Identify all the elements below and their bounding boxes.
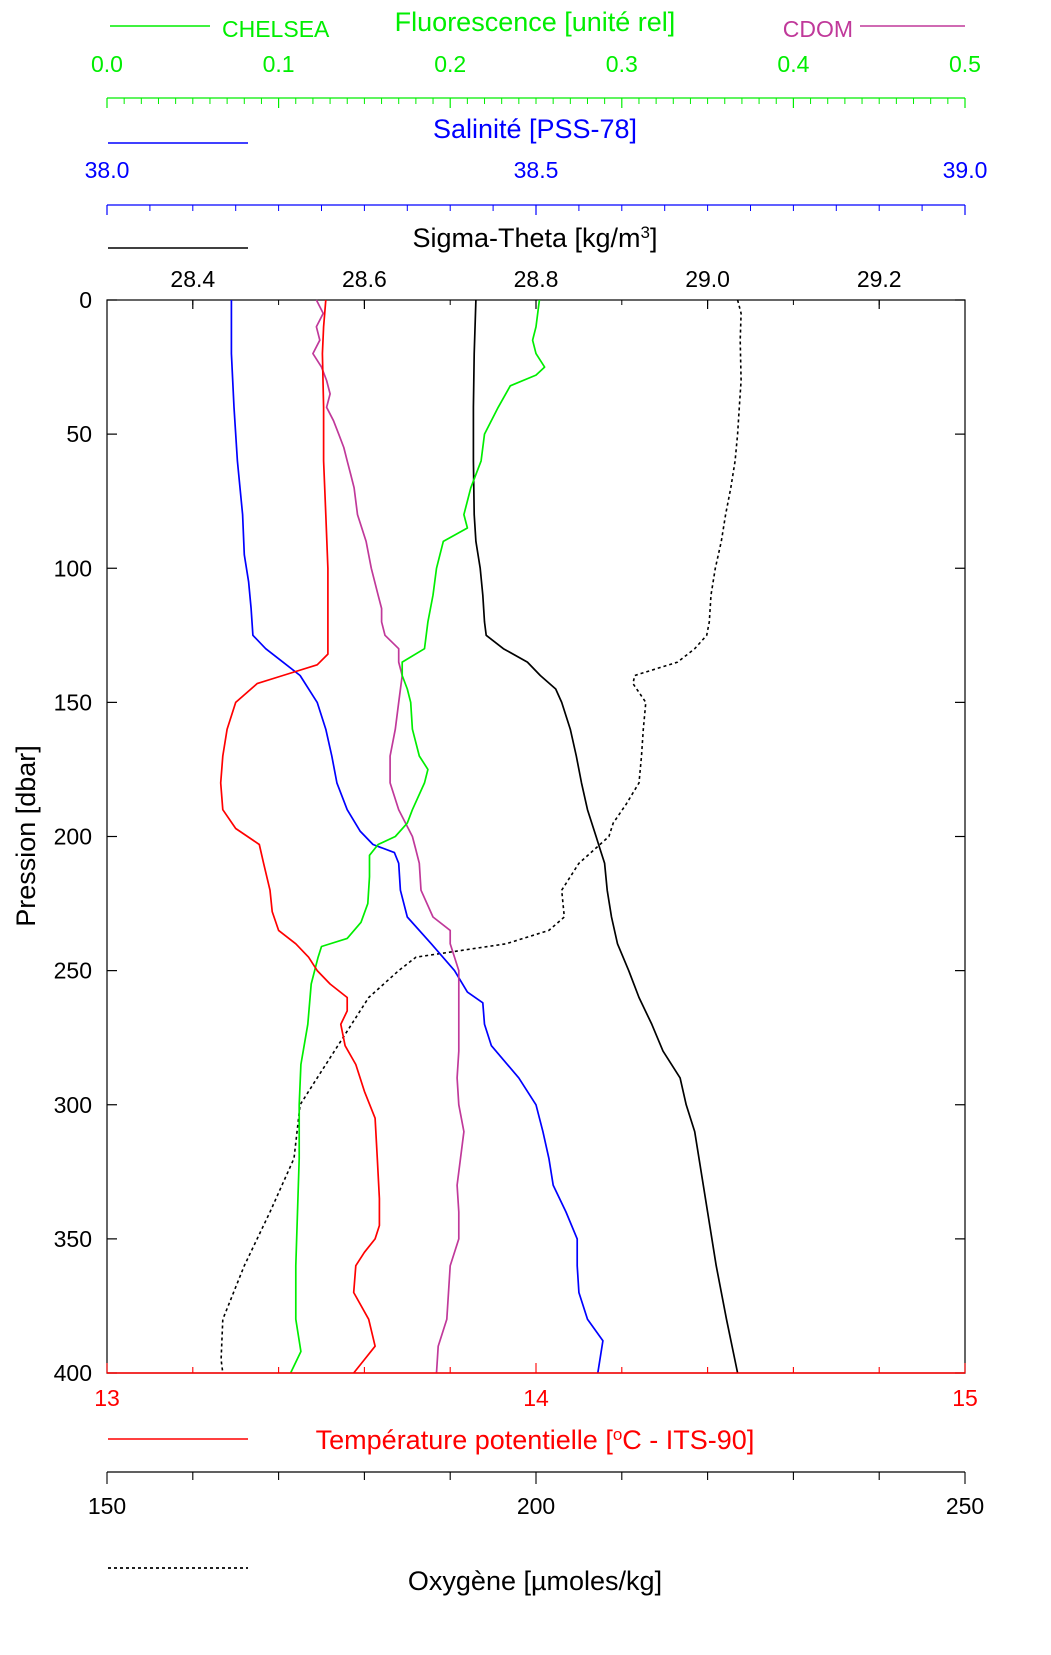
- temperature-axis-label: Température potentielle [oC - ITS-90]: [316, 1425, 755, 1456]
- sigma-theta-tick-label: 28.8: [514, 266, 559, 292]
- salinity-ticks: 38.0 38.5 39.0: [85, 157, 988, 215]
- pressure-tick-label: 250: [54, 958, 92, 984]
- plot-frame: [106, 299, 966, 1374]
- pressure-tick-label: 200: [54, 824, 92, 850]
- oxygen-axis: 150 200 250 Oxygène [µmoles/kg]: [88, 1471, 984, 1596]
- salinity-tick-label: 38.0: [85, 157, 130, 183]
- temperature-axis: 13 14 15 Température potentielle [oC - ITS…: [94, 1363, 978, 1455]
- series-line-salinit-: [230, 300, 604, 1374]
- pressure-tick-label: 50: [66, 421, 92, 447]
- series-line-sigma-theta: [472, 299, 739, 1374]
- fluorescence-tick-label: 0.2: [434, 51, 466, 77]
- temperature-tick-label: 15: [952, 1385, 978, 1411]
- pressure-tick-label: 300: [54, 1092, 92, 1118]
- salinity-axis: Salinité [PSS-78] 38.0 38.5 39.0: [85, 114, 988, 215]
- fluorescence-tick-label: 0.4: [777, 51, 809, 77]
- chelsea-legend-label: CHELSEA: [222, 16, 330, 42]
- series-line-oxyg-ne: [220, 299, 742, 1374]
- series-line-temp-rature-potentielle: [219, 299, 381, 1374]
- fluorescence-tick-label: 0.3: [606, 51, 638, 77]
- salinity-tick-label: 38.5: [514, 157, 559, 183]
- fluorescence-axis: CHELSEA Fluorescence [unité rel] CDOM 0.…: [91, 7, 981, 108]
- pressure-tick-label: 350: [54, 1226, 92, 1252]
- fluorescence-tick-label: 0.5: [949, 51, 981, 77]
- sigma-theta-tick-label: 29.2: [857, 266, 902, 292]
- oxygen-ticks: 150 200 250: [88, 1471, 984, 1519]
- oxygen-tick-label: 200: [517, 1493, 555, 1519]
- cdom-legend-label: CDOM: [783, 16, 853, 42]
- sigma-theta-tick-label: 28.6: [342, 266, 387, 292]
- sigma-theta-axis: Sigma-Theta [kg/m3] 28.4 28.6 28.8 29.0 29.2: [106, 223, 966, 309]
- salinity-axis-label: Salinité [PSS-78]: [433, 114, 637, 144]
- salinity-tick-label: 39.0: [943, 157, 988, 183]
- sigma-theta-axis-label: Sigma-Theta [kg/m3]: [412, 223, 657, 254]
- temperature-tick-label: 14: [523, 1385, 549, 1411]
- pressure-tick-label: 400: [54, 1360, 92, 1386]
- fluorescence-ticks: 0.0 0.1 0.2 0.3 0.4 0.5: [91, 51, 981, 108]
- series-line-chelsea: [289, 299, 546, 1374]
- oxygen-tick-label: 150: [88, 1493, 126, 1519]
- fluorescence-tick-label: 0.0: [91, 51, 123, 77]
- pressure-tick-label: 0: [79, 287, 92, 313]
- pressure-tick-label: 150: [54, 689, 92, 715]
- pressure-axis-label: Pression [dbar]: [11, 745, 41, 927]
- oxygen-tick-label: 250: [946, 1493, 984, 1519]
- fluorescence-axis-label: Fluorescence [unité rel]: [395, 7, 676, 37]
- sigma-theta-tick-label: 28.4: [170, 266, 215, 292]
- pressure-tick-label: 100: [54, 555, 92, 581]
- pressure-ticks: 0 50 100 150 200 250 300 350 400: [54, 287, 965, 1386]
- temperature-ticks: 13 14 15: [94, 1363, 978, 1411]
- temperature-tick-label: 13: [94, 1385, 120, 1411]
- fluorescence-tick-label: 0.1: [263, 51, 295, 77]
- data-series: [219, 299, 742, 1374]
- sigma-theta-ticks: 28.4 28.6 28.8 29.0 29.2: [106, 266, 966, 309]
- series-line-cdom: [312, 299, 465, 1374]
- oxygen-axis-label: Oxygène [µmoles/kg]: [408, 1566, 662, 1596]
- sigma-theta-tick-label: 29.0: [685, 266, 730, 292]
